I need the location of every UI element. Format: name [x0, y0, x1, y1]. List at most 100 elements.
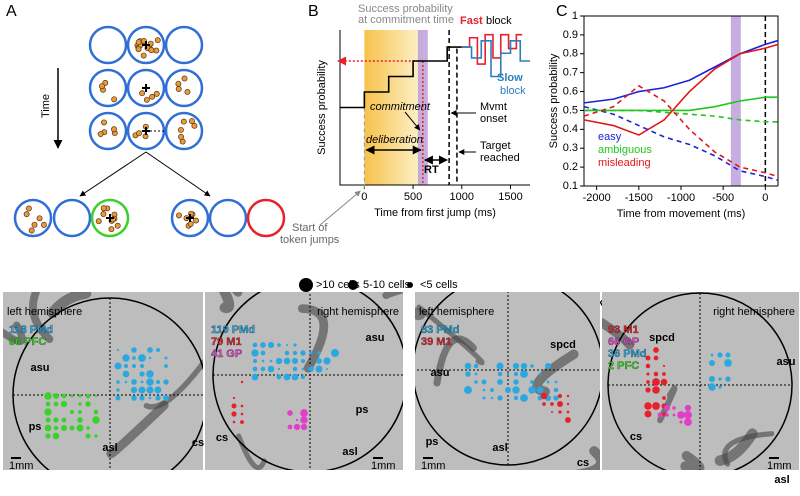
cell-site	[300, 358, 306, 364]
series-line	[340, 46, 462, 109]
cell-site	[566, 402, 570, 406]
axes	[339, 30, 530, 186]
cell-site	[662, 364, 666, 368]
legend-dot	[299, 278, 313, 292]
cell-count: 36 PMd	[608, 348, 647, 360]
cell-site	[291, 357, 299, 365]
cell-site	[496, 362, 504, 370]
landmark: ps	[29, 421, 42, 433]
y-tick-label: 0.2	[563, 161, 578, 173]
cell-site	[566, 394, 570, 398]
cell-site	[53, 401, 59, 407]
cell-site	[292, 350, 298, 356]
cell-site	[154, 386, 162, 394]
sulcus	[218, 292, 235, 313]
cell-site	[85, 401, 91, 407]
cell-site	[251, 373, 259, 381]
cell-site	[550, 410, 554, 414]
cell-site	[482, 388, 486, 392]
cell-site	[277, 343, 281, 347]
cell-site	[725, 376, 731, 382]
cell-count: 83 PMd	[421, 324, 460, 336]
landmark: spcd	[649, 332, 675, 344]
landmark: ps	[426, 436, 439, 448]
cell-site	[540, 392, 548, 400]
sulcus	[573, 446, 600, 470]
cell-site	[710, 353, 714, 357]
cell-site	[116, 388, 120, 392]
cell-site	[240, 420, 244, 424]
token	[187, 220, 194, 227]
cell-site	[536, 386, 544, 394]
cell-site	[132, 356, 136, 360]
cell-site	[139, 371, 145, 377]
hemisphere-label: left hemisphere	[7, 306, 82, 318]
x-tick-label: -2000	[583, 192, 611, 204]
cell-site	[155, 347, 161, 353]
pointer	[319, 190, 361, 226]
annotation: RT	[424, 164, 439, 176]
cell-site	[331, 349, 339, 357]
cell-site	[708, 383, 716, 391]
cell-site	[293, 343, 297, 347]
cell-site	[662, 372, 666, 376]
cell-site	[300, 423, 308, 431]
token-target	[164, 25, 204, 65]
cell-site	[285, 343, 289, 347]
panel-label: C	[556, 3, 568, 20]
hemisphere-label: left hemisphere	[419, 306, 494, 318]
landmark: asu	[31, 362, 50, 374]
cell-site	[542, 402, 546, 406]
cell-site	[554, 380, 558, 384]
cell-site	[231, 411, 237, 417]
cell-site	[506, 372, 510, 376]
cell-site	[672, 406, 676, 410]
cell-site	[45, 401, 51, 407]
cell-site	[44, 424, 52, 432]
cell-site	[657, 412, 663, 418]
legend-dot	[348, 280, 358, 290]
x-tick-label: -1000	[667, 192, 695, 204]
annotation: commitment	[370, 101, 431, 113]
sulcus	[416, 304, 485, 366]
token-target	[164, 68, 204, 108]
axes	[584, 15, 779, 186]
token-target	[246, 198, 286, 238]
token	[25, 205, 32, 212]
cell-site	[718, 385, 722, 389]
legend-label: 5-10 cells	[363, 279, 411, 291]
cell-site	[497, 395, 503, 401]
x-tick-label: 1000	[450, 191, 474, 203]
token-target	[88, 68, 128, 108]
cell-site	[116, 348, 120, 352]
landmark: asu	[366, 332, 385, 344]
cell-site	[147, 347, 153, 353]
token	[40, 221, 47, 228]
scale-label: 1mm	[371, 460, 395, 472]
cell-site	[45, 433, 51, 439]
cell-site	[679, 420, 683, 424]
cell-site	[283, 357, 291, 365]
series-line	[583, 84, 779, 178]
cell-site	[53, 417, 59, 423]
cell-site	[652, 386, 660, 394]
cell-site	[566, 410, 570, 414]
token	[180, 118, 187, 125]
cell-site	[565, 417, 571, 423]
cell-site	[653, 371, 659, 377]
token	[31, 221, 38, 228]
cell-site	[718, 377, 722, 381]
cell-site	[284, 350, 290, 356]
cell-site	[473, 363, 479, 369]
series-line	[461, 40, 530, 78]
cell-site	[684, 404, 692, 412]
cell-site	[155, 395, 161, 401]
cell-site	[60, 400, 68, 408]
cell-site	[130, 386, 138, 394]
cell-site	[672, 413, 676, 417]
cross	[186, 214, 194, 222]
x-tick-label: -500	[712, 192, 734, 204]
sulcus	[47, 292, 92, 319]
cross	[142, 41, 150, 49]
commitment-band	[730, 16, 741, 186]
